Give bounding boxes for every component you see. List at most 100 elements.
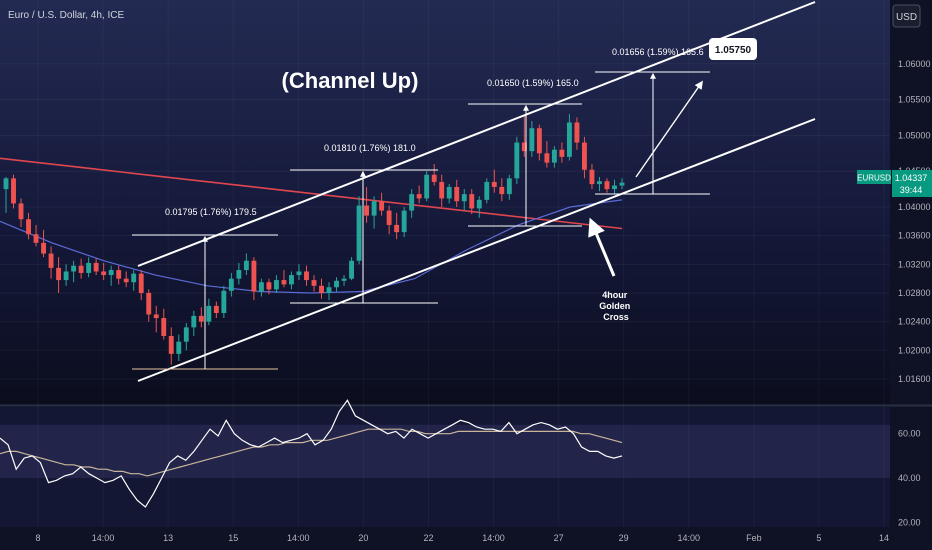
candle-body: [612, 185, 617, 190]
price-value: 1.04337: [895, 173, 928, 183]
price-countdown: 39:44: [900, 185, 923, 195]
candle-body: [597, 181, 602, 185]
candle-body: [18, 203, 24, 220]
candle-body: [138, 273, 144, 293]
price-tick-label: 1.03200: [898, 259, 931, 269]
moving-average-fast: [0, 199, 623, 294]
candle-body: [386, 210, 392, 225]
header: Euro / U.S. Dollar, 4h, ICE USD: [8, 4, 921, 28]
time-tick-label: 14:00: [482, 533, 505, 543]
price-tick-label: 1.05000: [898, 130, 931, 140]
rsi-signal-line: [0, 428, 623, 477]
candle-body: [236, 270, 242, 279]
candle-body: [604, 181, 610, 190]
time-axis-ticks: 8 14:00 13 15 14:00 20 22 14:00 27 29 14:00 Feb 5 14: [35, 533, 889, 543]
candle-body: [86, 262, 92, 273]
time-tick-label: 22: [423, 533, 433, 543]
candle-body: [251, 260, 257, 292]
candle-body: [33, 234, 39, 243]
candle-body: [11, 178, 16, 204]
candle-body: [379, 201, 385, 211]
target-label: 1.05750: [715, 45, 752, 56]
chart-title: (Channel Up): [282, 68, 419, 93]
price-tick-label: 1.02800: [898, 288, 931, 298]
channel-upper-line: [137, 1, 816, 267]
price-tick-label: 1.02400: [898, 317, 931, 327]
price-symbol: EURUSD: [857, 174, 891, 183]
candlestick-series: [3, 113, 625, 365]
candle-body: [424, 174, 430, 199]
candle-body: [93, 262, 99, 272]
currency-button[interactable]: [892, 4, 921, 28]
candle-body: [258, 282, 264, 292]
candle-body: [304, 271, 309, 281]
moving-average-slow: [0, 157, 623, 230]
price-tick-label: 1.06000: [898, 59, 931, 69]
rsi-line: [0, 399, 623, 508]
candle-body: [581, 142, 587, 170]
time-tick-label: 20: [358, 533, 368, 543]
candle-body: [191, 315, 197, 328]
candle-body: [198, 315, 204, 322]
rsi-pane-background: [0, 407, 890, 527]
candle-body: [439, 181, 445, 199]
channel-lower-line: [137, 118, 816, 382]
candle-body: [281, 280, 287, 285]
currency-label: USD: [896, 12, 917, 23]
target-label-box: [709, 38, 757, 60]
drawings: 0.01795 (1.76%) 179.5 0.01810 (1.76%) 18…: [132, 1, 816, 382]
candle-body: [514, 142, 520, 179]
grid: [0, 63, 890, 380]
candle-body: [153, 314, 159, 319]
candle-body: [41, 242, 47, 254]
rsi-tick-label: 40.00: [898, 473, 921, 483]
candle-body: [183, 327, 189, 342]
price-tick-label: 1.02000: [898, 345, 931, 355]
candle-body: [476, 199, 482, 209]
current-price-label: EURUSD 1.04337 39:44: [857, 170, 932, 197]
candle-body: [243, 260, 249, 271]
candle-body: [273, 280, 279, 290]
candle-body: [499, 186, 505, 195]
candle-body: [3, 178, 9, 190]
candle-body: [56, 267, 62, 281]
candle-body: [364, 205, 370, 216]
candle-body: [484, 181, 490, 200]
candle-body: [206, 305, 212, 322]
time-tick-label: 13: [163, 533, 173, 543]
candle-body: [289, 275, 294, 285]
rsi-tick-label: 60.00: [898, 429, 921, 439]
candle-body: [168, 335, 174, 354]
time-tick-label: 14:00: [678, 533, 701, 543]
candle-body: [176, 341, 182, 354]
main-pane-background: [0, 0, 890, 404]
candle-body: [48, 253, 54, 268]
price-tick-label: 1.04000: [898, 202, 931, 212]
candle-body: [544, 153, 550, 163]
candle-body: [356, 205, 362, 261]
time-tick-label: Feb: [746, 533, 762, 543]
time-tick-label: 14:00: [92, 533, 115, 543]
candle-body: [334, 280, 339, 288]
callout-line-3: Cross: [603, 312, 629, 322]
measure-1-label: 0.01795 (1.76%) 179.5: [165, 207, 257, 217]
candle-body: [266, 282, 272, 290]
candle-body: [341, 278, 347, 281]
candle-body: [228, 278, 234, 291]
candle-body: [101, 271, 107, 276]
candle-body: [619, 182, 625, 186]
candle-body: [349, 260, 355, 279]
price-tick-label: 1.03600: [898, 231, 931, 241]
candle-body: [589, 169, 595, 185]
candle-body: [559, 149, 565, 157]
candle-body: [326, 287, 332, 293]
candle-body: [521, 142, 527, 152]
candle-body: [446, 186, 452, 199]
candle-body: [296, 271, 302, 276]
candle-body: [536, 128, 542, 154]
candle-body: [371, 201, 377, 216]
candle-body: [491, 181, 497, 187]
candle-body: [416, 194, 422, 199]
candle-body: [161, 318, 167, 336]
